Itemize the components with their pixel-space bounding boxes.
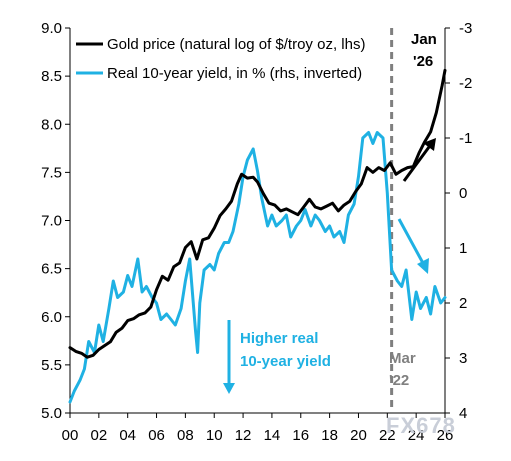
yield-down-arrow <box>397 218 429 274</box>
x-tick-label: 14 <box>264 427 281 444</box>
mar-22-label-line1: Mar <box>389 350 416 367</box>
right-tick-label: -2 <box>459 75 472 92</box>
right-tick-label: 3 <box>459 350 467 367</box>
x-tick-label: 00 <box>62 427 79 444</box>
x-tick-label: 24 <box>408 427 425 444</box>
legend-label-gold: Gold price (natural log of $/troy oz, lh… <box>107 36 365 53</box>
x-tick-label: 18 <box>321 427 338 444</box>
x-tick-label: 02 <box>91 427 108 444</box>
left-tick-label: 9.0 <box>41 20 62 37</box>
series-layer <box>68 68 447 404</box>
right-tick-label: -1 <box>459 130 472 147</box>
left-tick-label: 6.5 <box>41 261 62 278</box>
jan-26-label-line2: '26 <box>413 53 433 70</box>
higher-yield-arrow <box>223 320 235 394</box>
legend: Gold price (natural log of $/troy oz, lh… <box>76 36 365 82</box>
left-tick-label: 5.5 <box>41 357 62 374</box>
left-tick-label: 8.5 <box>41 68 62 85</box>
right-tick-label: 1 <box>459 240 467 257</box>
x-tick-label: 16 <box>292 427 309 444</box>
higher-yield-label-line2: 10-year yield <box>240 353 331 370</box>
gold-up-arrow <box>402 138 436 182</box>
left-tick-label: 5.0 <box>41 405 62 422</box>
fx678-watermark: FX678 <box>386 413 456 438</box>
x-axis-ticks: 00 02 04 06 08 10 12 14 16 18 20 22 24 26 <box>62 413 454 444</box>
right-tick-label: 2 <box>459 295 467 312</box>
mar-22-label-line2: '22 <box>389 372 409 389</box>
real-yield-line <box>68 131 447 404</box>
x-tick-label: 08 <box>177 427 194 444</box>
x-tick-label: 26 <box>437 427 454 444</box>
left-tick-label: 6.0 <box>41 309 62 326</box>
x-tick-label: 22 <box>379 427 396 444</box>
jan-26-label-line1: Jan <box>411 31 437 48</box>
right-axis-ticks: -3 -2 -1 0 1 2 3 4 <box>445 20 472 422</box>
left-tick-label: 7.5 <box>41 164 62 181</box>
x-tick-label: 20 <box>350 427 367 444</box>
higher-yield-label-line1: Higher real <box>240 330 318 347</box>
annotation-arrows <box>223 138 436 394</box>
x-tick-label: 10 <box>206 427 223 444</box>
left-tick-label: 7.0 <box>41 213 62 230</box>
left-axis-ticks: 5.0 5.5 6.0 6.5 7.0 7.5 8.0 8.5 9.0 <box>41 20 70 422</box>
right-tick-label: 4 <box>459 405 467 422</box>
left-tick-label: 8.0 <box>41 116 62 133</box>
x-tick-label: 06 <box>148 427 165 444</box>
gold-price-line <box>68 68 447 359</box>
x-tick-label: 04 <box>119 427 136 444</box>
legend-label-yield: Real 10-year yield, in % (rhs, inverted) <box>107 65 362 82</box>
x-tick-label: 12 <box>235 427 252 444</box>
right-tick-label: 0 <box>459 185 467 202</box>
right-tick-label: -3 <box>459 20 472 37</box>
